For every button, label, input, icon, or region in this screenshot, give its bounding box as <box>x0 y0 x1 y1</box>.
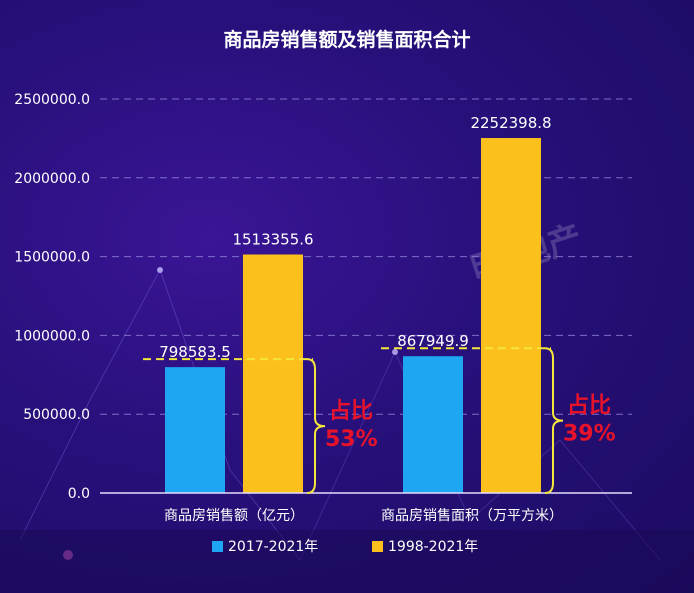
bar-total <box>481 138 541 493</box>
y-tick-label: 1500000.0 <box>14 250 90 266</box>
share-bracket <box>544 347 564 494</box>
y-tick-label: 0.0 <box>68 486 90 502</box>
share-label: 占比 <box>567 394 611 419</box>
legend-swatch <box>212 541 223 552</box>
share-bracket <box>306 358 326 494</box>
legend-label: 2017-2021年 <box>228 539 318 555</box>
background-decoration <box>0 267 694 593</box>
y-axis: 0.0 500000.0 1000000.0 1500000.0 2000000.0 25… <box>14 92 90 502</box>
bar-value-label: 2252398.8 <box>470 114 551 132</box>
decor-dot <box>392 349 398 355</box>
bar-recent <box>165 367 225 493</box>
bar-recent <box>403 356 463 493</box>
share-label: 占比 <box>329 399 373 424</box>
bar-value-label: 867949.9 <box>397 332 469 350</box>
bar-value-label: 1513355.6 <box>232 230 313 248</box>
y-tick-label: 2500000.0 <box>14 92 90 108</box>
x-axis: 商品房销售额（亿元） 商品房销售面积（万平方米） <box>100 492 632 524</box>
y-tick-label: 2000000.0 <box>14 171 90 187</box>
bar-total <box>243 254 303 493</box>
legend: 2017-2021年 1998-2021年 <box>212 539 478 555</box>
bars: 798583.5 867949.9 1513355.6 2252398.8 <box>159 114 552 493</box>
y-tick-label: 1000000.0 <box>14 328 90 344</box>
decor-dot <box>157 267 163 273</box>
x-category-label: 商品房销售面积（万平方米） <box>381 508 563 524</box>
share-percent: 53% <box>325 427 378 452</box>
decor-line <box>299 350 661 561</box>
x-category-label: 商品房销售额（亿元） <box>164 508 304 524</box>
legend-label: 1998-2021年 <box>388 539 478 555</box>
y-tick-label: 500000.0 <box>23 407 90 423</box>
legend-swatch <box>372 541 383 552</box>
share-annotations: 占比 53% 占比 39% <box>143 347 616 494</box>
decor-band <box>0 530 694 593</box>
bar-value-label: 798583.5 <box>159 343 231 361</box>
chart-title: 商品房销售额及销售面积合计 <box>223 28 470 51</box>
share-percent: 39% <box>563 422 616 447</box>
